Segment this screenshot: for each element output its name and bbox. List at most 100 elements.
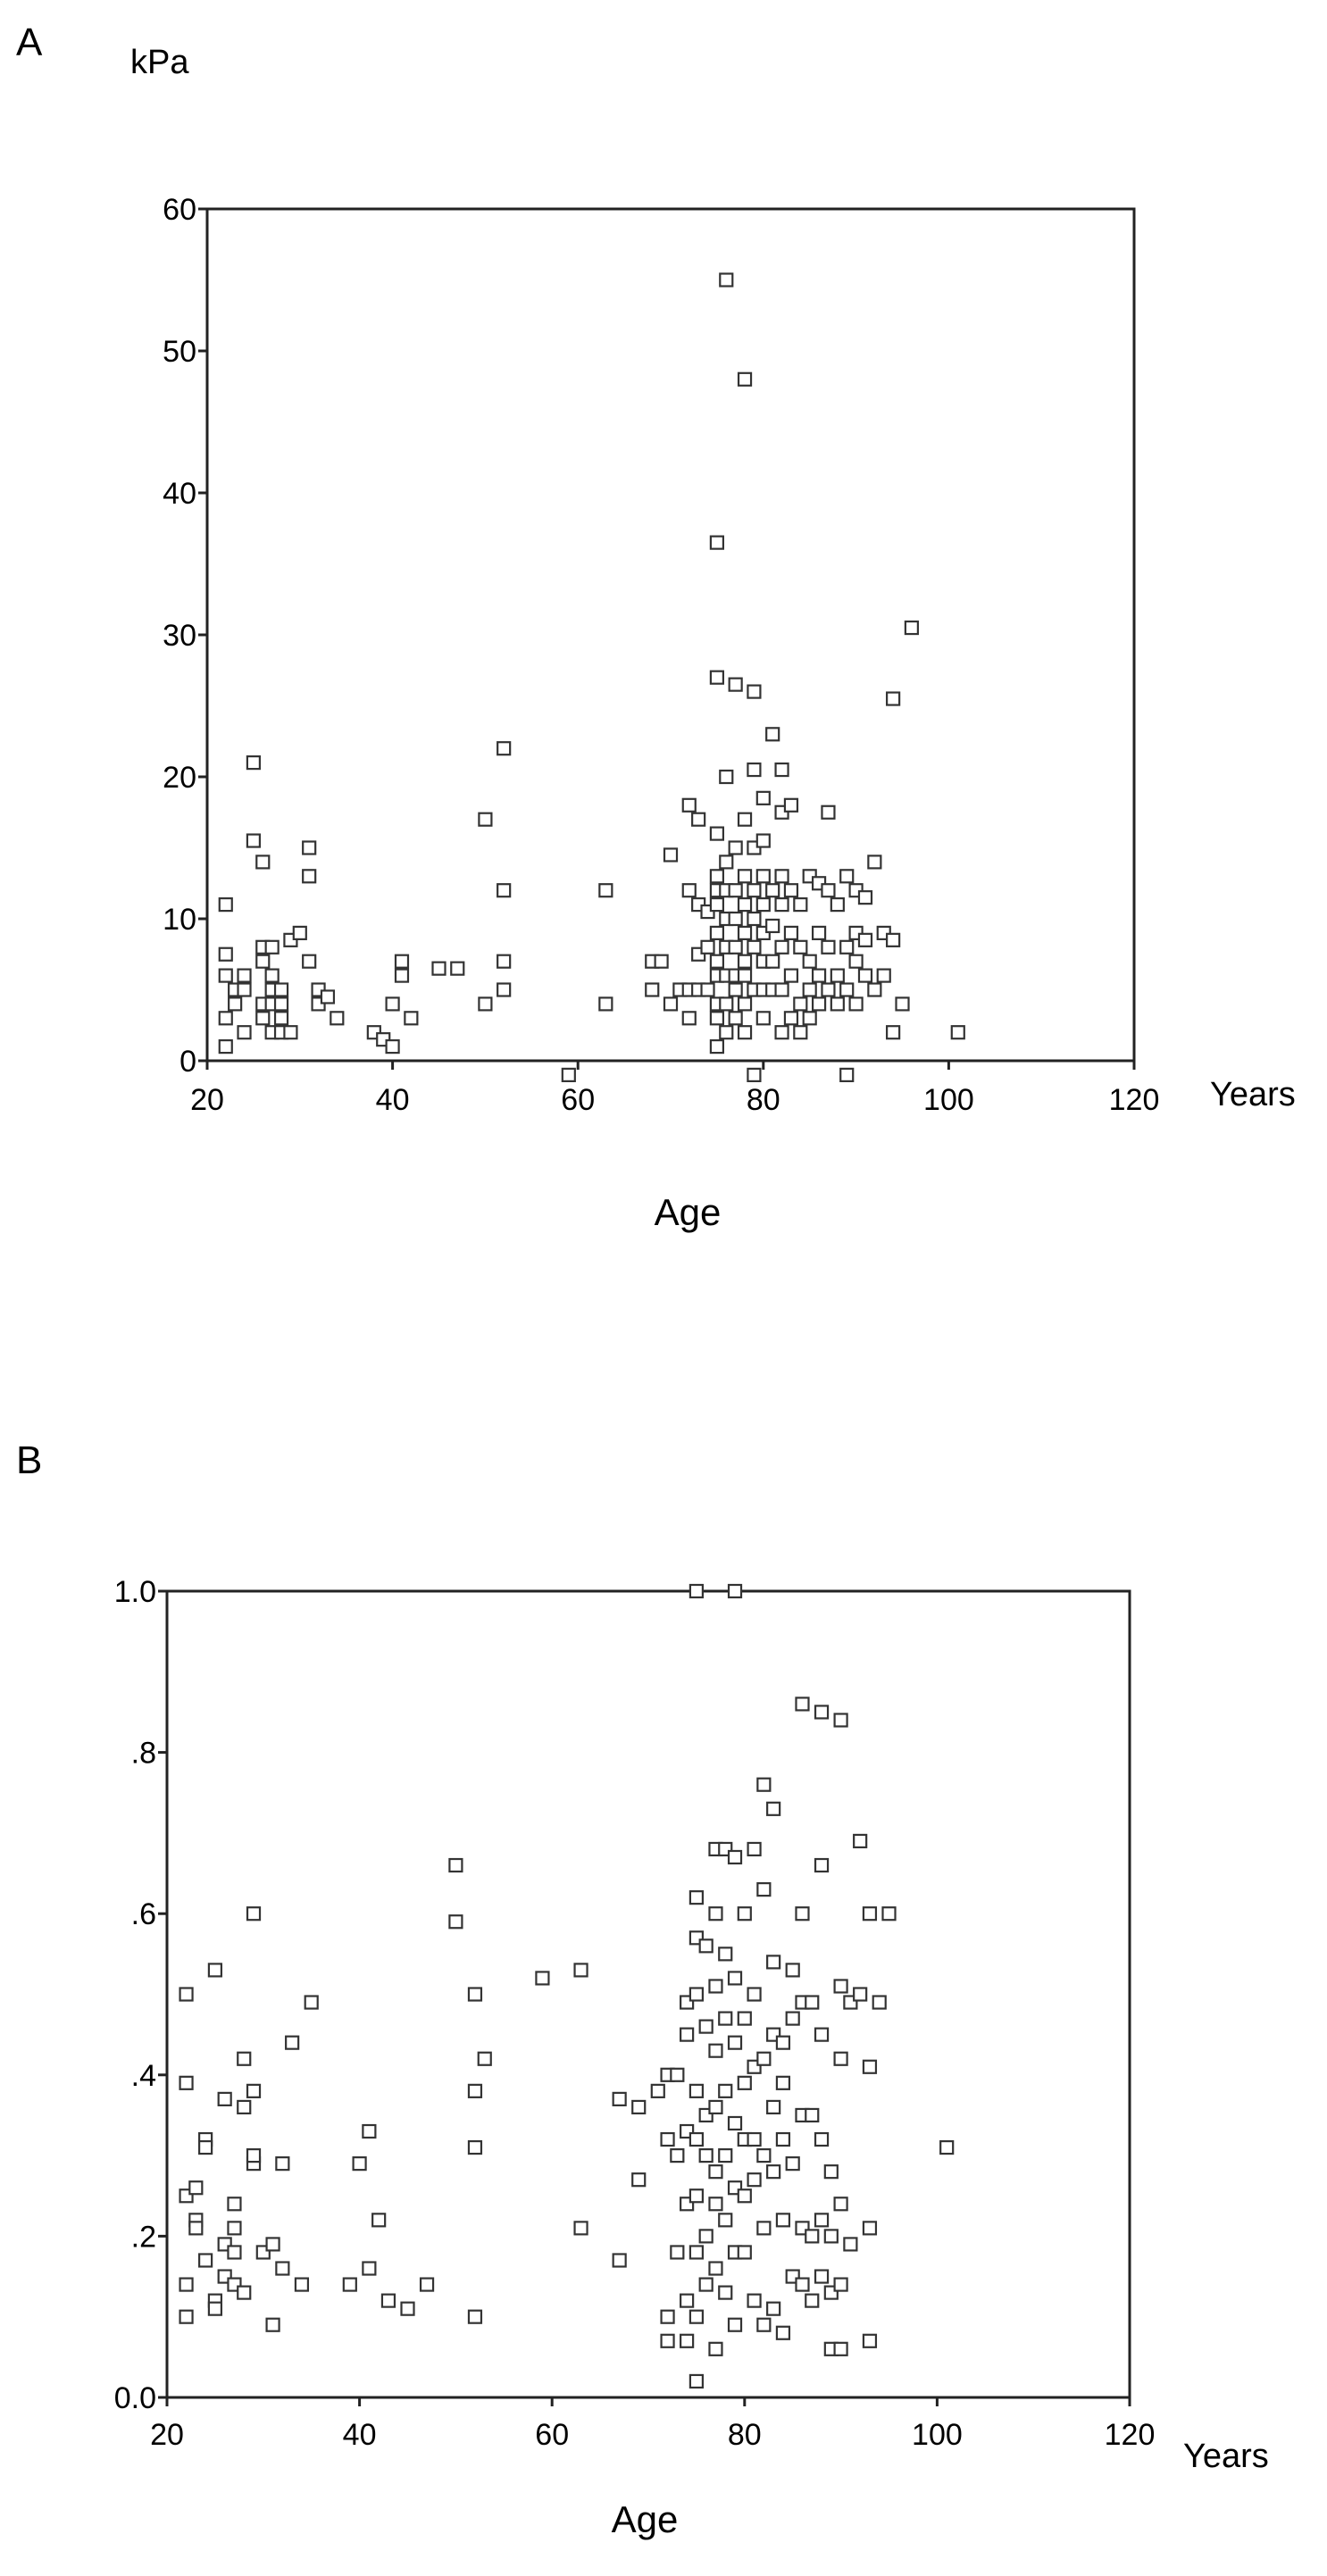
data-point	[848, 996, 864, 1012]
data-point	[400, 2301, 415, 2316]
data-point	[709, 826, 725, 841]
data-point	[698, 1938, 714, 1954]
data-point	[342, 2277, 357, 2292]
data-point	[737, 371, 753, 387]
data-point	[273, 996, 289, 1012]
data-point	[737, 1906, 752, 1922]
data-point	[774, 1025, 789, 1040]
data-point	[689, 2188, 705, 2204]
data-point	[747, 939, 762, 955]
data-point	[862, 1906, 878, 1922]
data-point	[823, 2229, 839, 2244]
data-point	[857, 890, 873, 905]
data-point	[814, 2131, 830, 2147]
data-point	[660, 2309, 675, 2324]
data-point	[304, 1995, 319, 2010]
data-point	[805, 2293, 820, 2308]
data-point	[756, 2221, 772, 2236]
data-point	[246, 754, 261, 771]
data-point	[727, 2317, 743, 2332]
data-point	[689, 1890, 705, 1905]
data-point	[727, 1849, 743, 1865]
data-point	[737, 812, 753, 827]
data-point	[255, 1011, 271, 1026]
data-point	[179, 2309, 194, 2324]
data-point	[283, 1025, 298, 1040]
data-point	[497, 883, 512, 898]
plot-frame	[205, 207, 1136, 1063]
data-point	[728, 939, 743, 955]
data-point	[330, 1011, 345, 1026]
data-point	[691, 812, 706, 827]
data-point	[830, 996, 845, 1012]
data-point	[811, 925, 827, 941]
data-point	[292, 925, 307, 941]
data-point	[681, 1011, 697, 1026]
data-point	[598, 883, 613, 898]
data-point	[833, 2277, 848, 2292]
data-point	[273, 1011, 289, 1026]
data-point	[747, 1841, 762, 1857]
data-point	[755, 833, 771, 848]
data-point	[765, 727, 780, 742]
data-point	[783, 1011, 799, 1026]
data-point	[218, 896, 233, 913]
data-point	[904, 620, 919, 636]
data-point	[793, 1025, 808, 1040]
data-point	[795, 2277, 810, 2292]
x-tick-label: 20	[190, 1083, 224, 1117]
data-point	[246, 833, 261, 848]
data-point	[207, 2301, 222, 2316]
data-point	[755, 869, 771, 884]
data-point	[872, 1995, 887, 2010]
data-point	[497, 982, 512, 997]
data-point	[765, 918, 780, 934]
data-point	[774, 939, 789, 955]
data-point	[302, 869, 317, 884]
data-point	[814, 2269, 830, 2284]
data-point	[217, 2091, 232, 2106]
data-point	[497, 954, 512, 969]
data-point	[766, 2164, 781, 2180]
data-point	[285, 2035, 300, 2050]
data-point	[198, 2253, 213, 2268]
data-point	[467, 2139, 483, 2155]
data-point	[681, 797, 697, 813]
data-point	[709, 869, 725, 884]
data-point	[727, 2115, 743, 2131]
data-point	[689, 1987, 705, 2002]
data-point	[839, 869, 855, 884]
data-point	[302, 840, 317, 855]
data-point	[783, 797, 799, 813]
data-point	[179, 2075, 194, 2090]
data-point	[650, 2083, 665, 2098]
plot-frame	[165, 1589, 1131, 2399]
data-point	[698, 2229, 714, 2244]
data-point	[785, 2011, 800, 2026]
data-point	[886, 691, 901, 706]
data-point	[830, 896, 845, 913]
data-point	[821, 939, 836, 955]
data-point	[709, 670, 725, 685]
data-point	[876, 968, 891, 983]
data-point	[774, 869, 789, 884]
data-point	[719, 1025, 734, 1040]
data-point	[670, 2148, 685, 2163]
data-point	[727, 1583, 743, 1599]
data-point	[645, 982, 660, 997]
data-point	[867, 854, 882, 870]
data-point	[237, 2099, 252, 2115]
data-point	[805, 2229, 820, 2244]
data-point	[265, 2317, 280, 2332]
data-point	[766, 2301, 781, 2316]
x-axis-unit: Years	[1210, 1076, 1296, 1113]
data-point	[793, 996, 808, 1012]
data-point	[814, 2213, 830, 2228]
data-point	[227, 2245, 242, 2260]
data-point	[830, 968, 845, 983]
data-point	[264, 939, 280, 955]
data-point	[783, 968, 799, 983]
data-point	[718, 2285, 733, 2300]
data-point	[689, 2083, 705, 2098]
data-point	[795, 1696, 810, 1712]
